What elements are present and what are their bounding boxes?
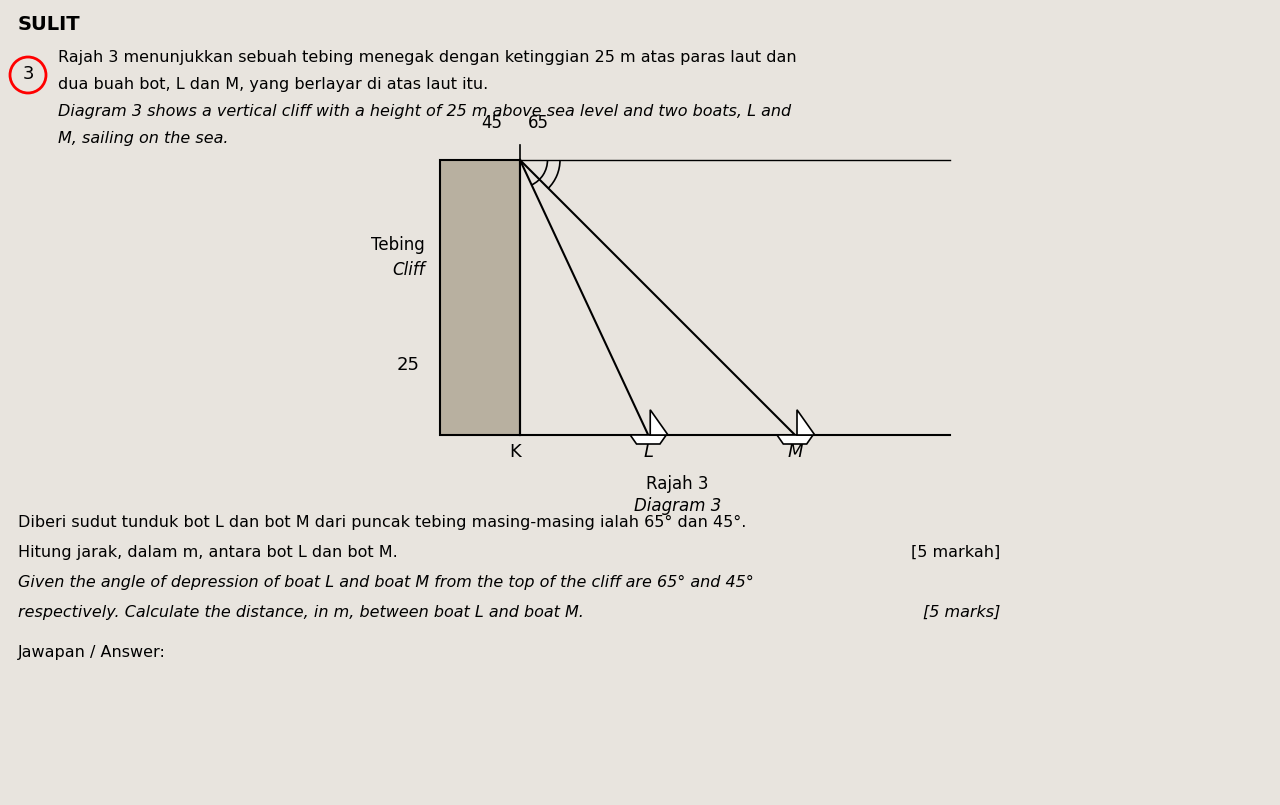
Text: Rajah 3: Rajah 3 [646,475,709,493]
Text: M, sailing on the sea.: M, sailing on the sea. [58,131,229,146]
Polygon shape [630,435,666,444]
Text: [5 marks]: [5 marks] [923,605,1000,620]
Text: SULIT: SULIT [18,15,81,34]
Text: Tebing: Tebing [371,236,425,254]
Polygon shape [777,435,813,444]
Text: Rajah 3 menunjukkan sebuah tebing menegak dengan ketinggian 25 m atas paras laut: Rajah 3 menunjukkan sebuah tebing menega… [58,50,796,65]
Text: Diberi sudut tunduk bot L dan bot M dari puncak tebing masing-masing ialah 65° d: Diberi sudut tunduk bot L dan bot M dari… [18,515,746,530]
Text: Hitung jarak, dalam m, antara bot L dan bot M.: Hitung jarak, dalam m, antara bot L dan … [18,545,398,560]
Text: dua buah bot, L dan M, yang berlayar di atas laut itu.: dua buah bot, L dan M, yang berlayar di … [58,77,488,92]
Text: 45: 45 [481,114,503,132]
Text: Jawapan / Answer:: Jawapan / Answer: [18,645,166,660]
Text: M: M [787,443,803,461]
Text: K: K [509,443,521,461]
Text: L: L [644,443,653,461]
Text: Diagram 3 shows a vertical cliff with a height of 25 m above sea level and two b: Diagram 3 shows a vertical cliff with a … [58,104,791,119]
Text: [5 markah]: [5 markah] [911,545,1000,560]
Text: respectively. Calculate the distance, in m, between boat L and boat M.: respectively. Calculate the distance, in… [18,605,584,620]
Text: 65: 65 [527,114,549,132]
Text: 3: 3 [22,65,33,83]
Text: Cliff: Cliff [393,261,425,279]
Polygon shape [797,410,815,435]
Text: Diagram 3: Diagram 3 [634,497,721,515]
Text: Given the angle of depression of boat L and boat M from the top of the cliff are: Given the angle of depression of boat L … [18,575,754,590]
Bar [440,160,520,435]
Text: 25: 25 [397,356,420,374]
Polygon shape [650,410,668,435]
